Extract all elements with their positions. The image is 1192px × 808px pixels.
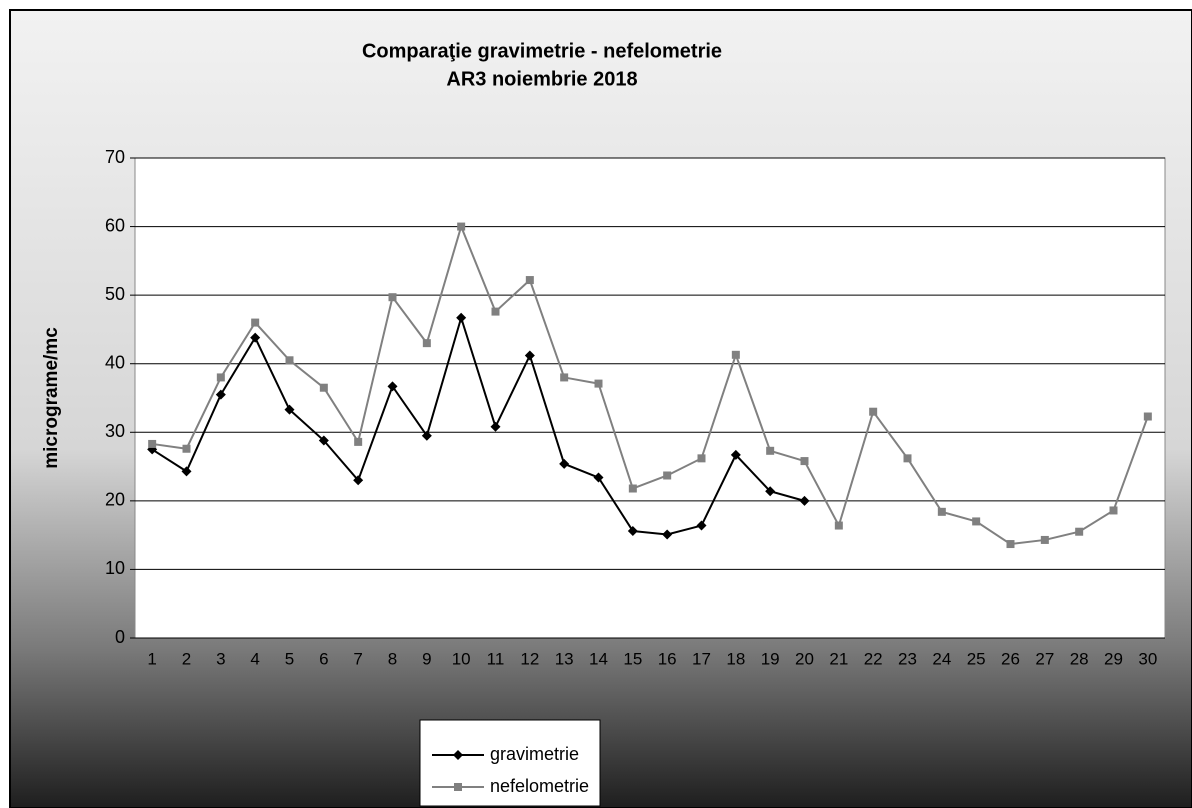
legend-label: gravimetrie [490,744,579,764]
data-point [457,222,466,231]
x-tick-label: 22 [864,649,883,668]
data-point [731,350,740,359]
data-point [560,373,569,382]
data-point [972,517,981,526]
series-line [151,314,805,536]
x-tick-label: 26 [1001,649,1020,668]
data-point [662,529,673,540]
data-point [421,430,432,441]
legend-marker [454,783,462,791]
x-tick-label: 7 [353,649,362,668]
data-point [937,507,946,516]
data-point [1075,527,1084,536]
y-tick-label: 50 [105,284,125,304]
x-tick-label: 14 [589,649,608,668]
x-tick-label: 11 [487,649,505,668]
x-tick-label: 15 [623,649,642,668]
y-tick-label: 0 [115,627,125,647]
data-point [663,471,672,480]
data-point [181,466,192,477]
legend-marker [453,750,463,760]
data-point [799,495,810,506]
x-tick-label: 2 [182,649,191,668]
data-point [148,439,157,448]
data-point [215,389,226,400]
y-tick-label: 30 [105,421,125,441]
y-tick-label: 20 [105,490,125,510]
data-point [182,444,191,453]
data-point [491,307,500,316]
x-tick-label: 10 [452,649,471,668]
data-point [800,457,809,466]
data-point [730,449,741,460]
y-tick-label: 10 [105,558,125,578]
data-point [353,475,364,486]
x-tick-label: 19 [761,649,780,668]
x-tick-label: 27 [1035,649,1054,668]
data-point [284,404,295,415]
x-tick-label: 1 [147,649,156,668]
data-point [1143,412,1152,421]
x-tick-label: 24 [932,649,951,668]
data-point [490,421,501,432]
x-tick-label: 16 [658,649,677,668]
y-tick-label: 60 [105,215,125,235]
x-tick-label: 5 [285,649,294,668]
x-tick-label: 25 [967,649,986,668]
data-point [834,521,843,530]
data-point [903,454,912,463]
x-tick-label: 21 [829,649,848,668]
data-point [627,526,638,537]
data-point [559,458,570,469]
y-tick-label: 70 [105,147,125,167]
data-point [1040,535,1049,544]
x-tick-label: 18 [726,649,745,668]
x-tick-label: 4 [250,649,259,668]
x-tick-label: 29 [1104,649,1123,668]
x-tick-label: 28 [1070,649,1089,668]
legend-label: nefelometrie [490,776,589,796]
chart-title: Comparaţie gravimetrie - nefelometrie [362,40,722,62]
data-point [628,484,637,493]
x-tick-label: 17 [692,649,711,668]
data-point [319,383,328,392]
series-line [152,223,1149,546]
data-point [594,379,603,388]
data-point [251,318,260,327]
data-point [387,381,398,392]
data-point [1006,540,1015,549]
data-point [696,520,707,531]
x-tick-label: 12 [520,649,539,668]
x-tick-label: 8 [388,649,397,668]
x-tick-label: 3 [216,649,225,668]
data-point [524,350,535,361]
data-point [318,435,329,446]
x-tick-label: 20 [795,649,814,668]
data-point [525,276,534,285]
data-point [1109,506,1118,515]
legend [419,719,601,807]
data-point [216,373,225,382]
x-tick-label: 13 [555,649,574,668]
data-point [765,486,776,497]
plot-area [134,157,1166,639]
x-tick-label: 23 [898,649,917,668]
data-point [869,407,878,416]
data-point [697,454,706,463]
data-point [388,293,397,302]
data-point [593,472,604,483]
x-tick-label: 30 [1138,649,1157,668]
data-point [285,356,294,365]
data-point [766,446,775,455]
data-point [354,437,363,446]
y-tick-label: 40 [105,352,125,372]
chart-subtitle: AR3 noiembrie 2018 [446,68,637,90]
y-axis-label: micrograme/mc [41,327,62,469]
x-tick-label: 6 [319,649,328,668]
data-point [422,339,431,348]
x-tick-label: 9 [422,649,431,668]
data-point [250,332,261,343]
data-point [456,312,467,323]
